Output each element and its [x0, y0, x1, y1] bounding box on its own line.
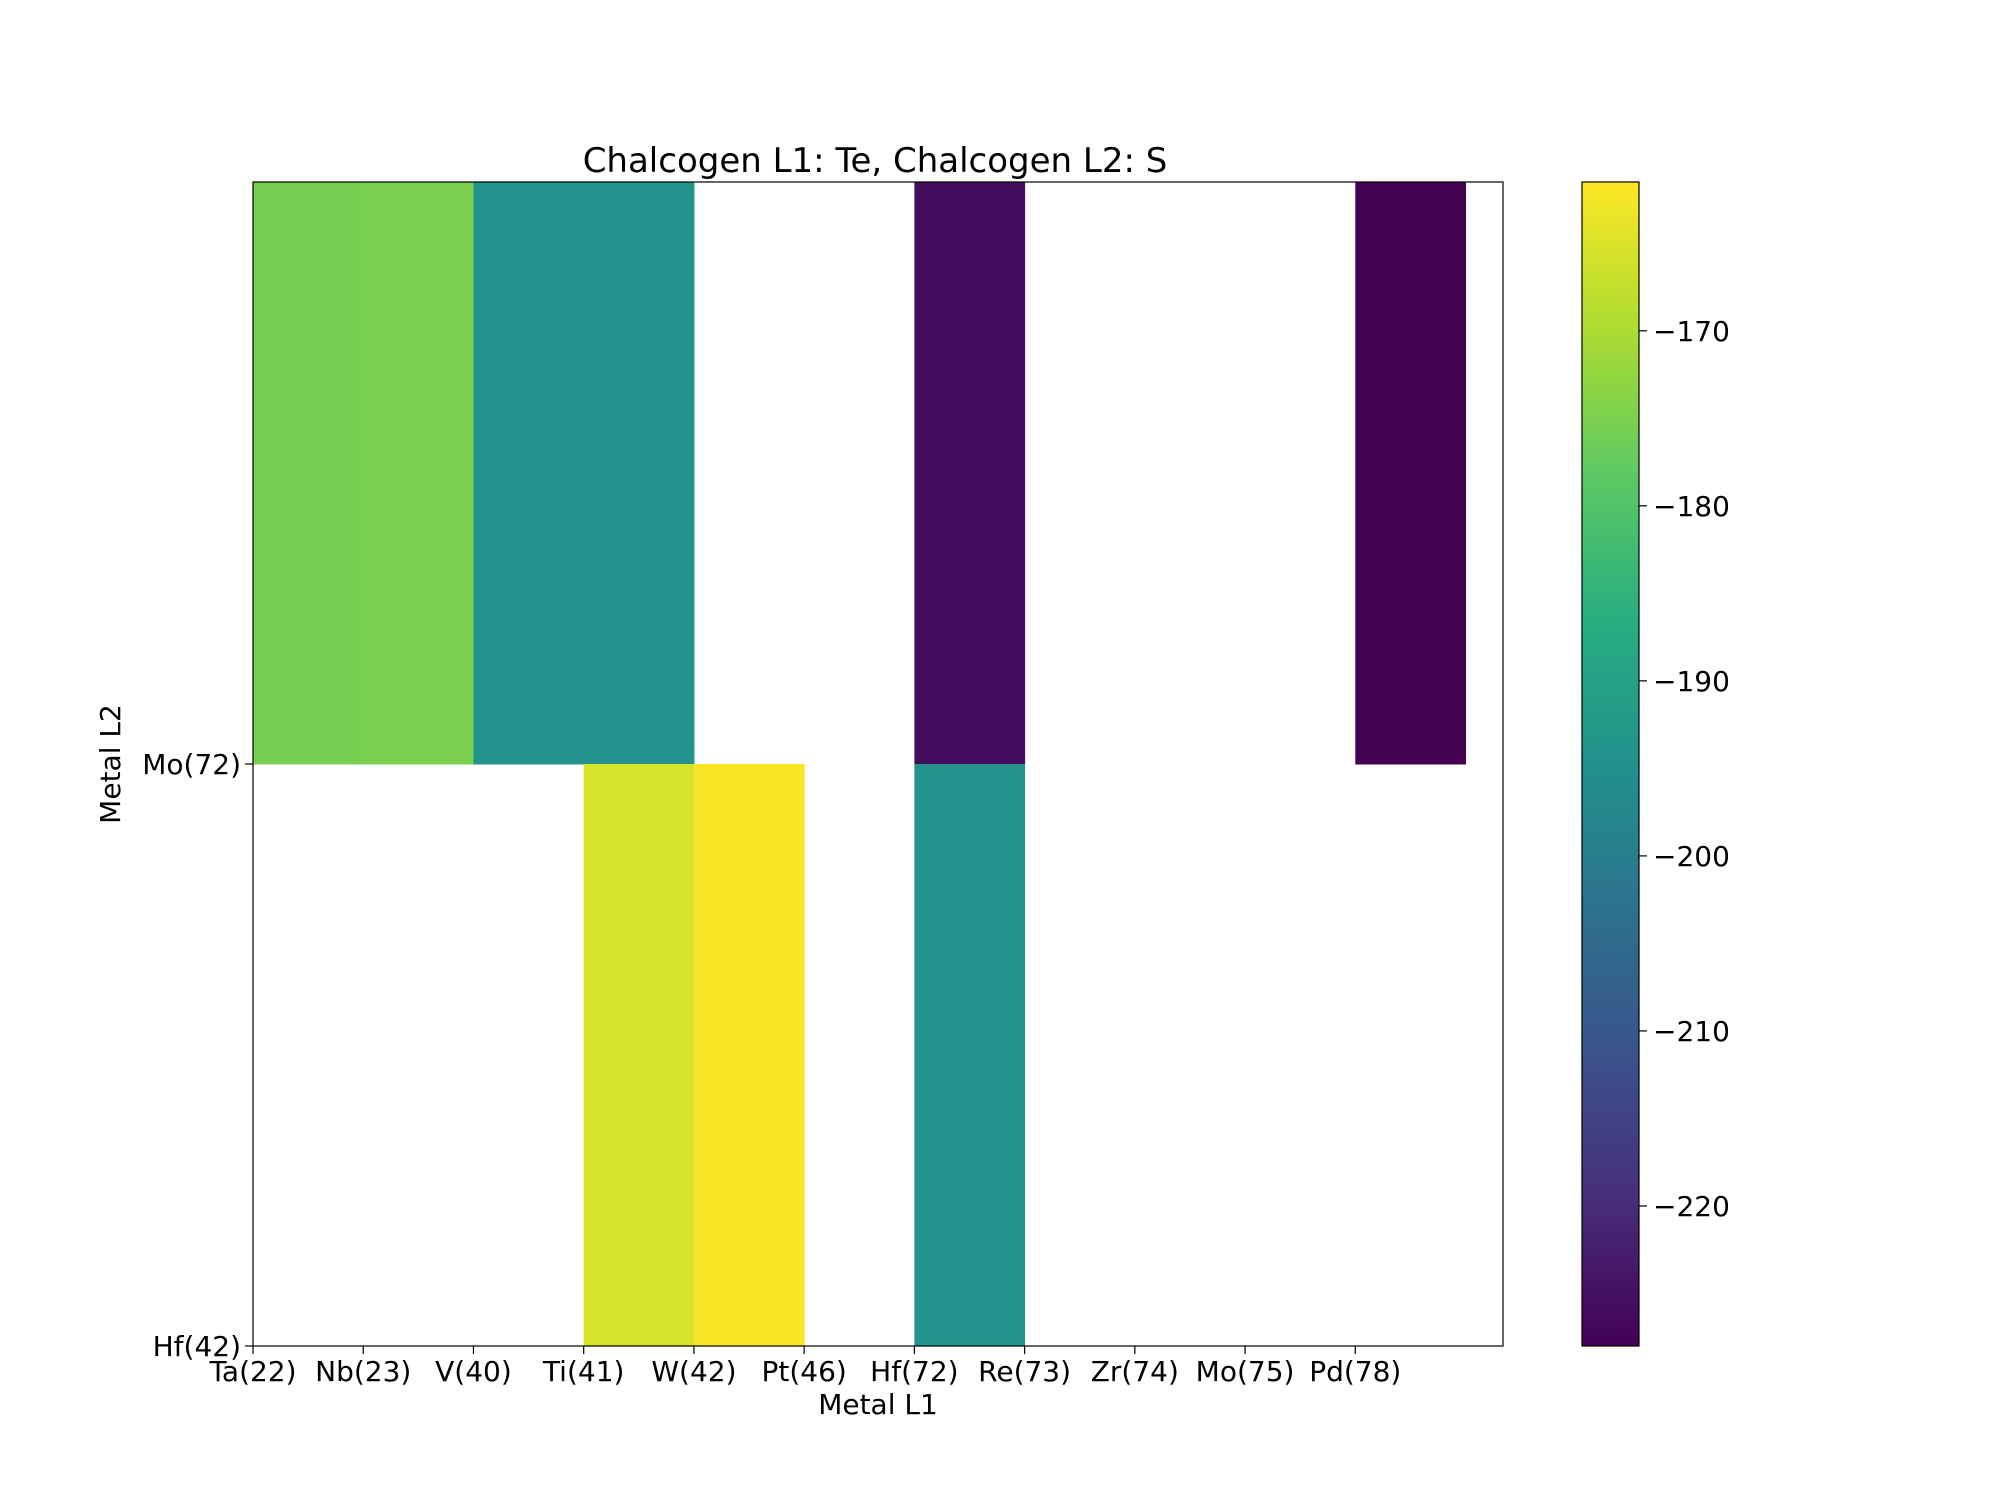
heatmap-cell — [693, 764, 805, 1347]
chart-title: Chalcogen L1: Te, Chalcogen L2: S — [583, 141, 1168, 181]
colorbar — [1581, 181, 1640, 1347]
heatmap-cell — [914, 764, 1026, 1347]
heatmap-cells — [253, 182, 1467, 1347]
x-tick-label: Mo(75) — [1196, 1355, 1295, 1388]
heatmap-cell — [1355, 182, 1467, 765]
heatmap-cell — [363, 182, 474, 765]
x-tick-label: Pd(78) — [1309, 1355, 1401, 1388]
x-tick-label: Ta(22) — [208, 1355, 296, 1388]
y-tick-label: Mo(72) — [142, 748, 241, 781]
colorbar-tick-label: −200 — [1653, 840, 1730, 873]
colorbar-tick-label: −180 — [1653, 490, 1730, 523]
heatmap-cell — [253, 182, 364, 765]
colorbar-ticks: −170 −180 −190 −200 −210 −220 — [1639, 315, 1730, 1223]
colorbar-tick-label: −170 — [1653, 315, 1730, 348]
x-tick-label: V(40) — [435, 1355, 512, 1388]
colorbar-tick-label: −220 — [1653, 1190, 1730, 1223]
x-tick-label: Nb(23) — [315, 1355, 411, 1388]
y-axis-label: Metal L2 — [94, 704, 127, 824]
x-tick-label: Pt(46) — [761, 1355, 846, 1388]
x-tick-label: Ti(41) — [542, 1355, 625, 1388]
x-axis-label: Metal L1 — [818, 1388, 938, 1421]
y-tick-label: Hf(42) — [153, 1330, 241, 1363]
x-tick-label: W(42) — [651, 1355, 736, 1388]
x-tick-label: Re(73) — [978, 1355, 1071, 1388]
y-axis-ticks: Mo(72) Hf(42) — [142, 748, 253, 1363]
x-axis-ticks: Ta(22) Nb(23) V(40) Ti(41) W(42) Pt(46) Hf(72)… — [208, 1346, 1401, 1388]
colorbar-tick-label: −210 — [1653, 1015, 1730, 1048]
heatmap-cell — [914, 182, 1026, 765]
heatmap-cell — [473, 182, 585, 765]
colorbar-tick-label: −190 — [1653, 665, 1730, 698]
heatmap-cell — [583, 764, 695, 1347]
heatmap-cell — [583, 182, 695, 765]
x-tick-label: Zr(74) — [1091, 1355, 1179, 1388]
x-tick-label: Hf(72) — [870, 1355, 958, 1388]
